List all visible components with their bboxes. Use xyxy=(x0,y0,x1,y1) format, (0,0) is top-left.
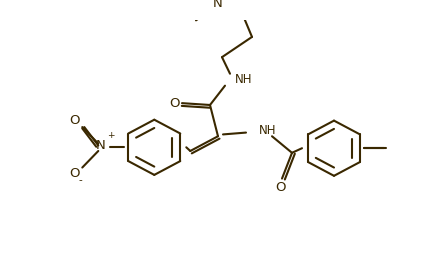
Text: O: O xyxy=(69,114,79,127)
Text: O: O xyxy=(169,97,179,110)
Text: -: - xyxy=(79,176,82,185)
Text: NH: NH xyxy=(259,124,276,137)
Text: +: + xyxy=(108,131,115,140)
Text: O: O xyxy=(275,181,285,194)
Text: NH: NH xyxy=(235,73,252,86)
Text: N: N xyxy=(95,139,105,152)
Text: N: N xyxy=(213,0,223,10)
Text: O: O xyxy=(69,167,79,180)
